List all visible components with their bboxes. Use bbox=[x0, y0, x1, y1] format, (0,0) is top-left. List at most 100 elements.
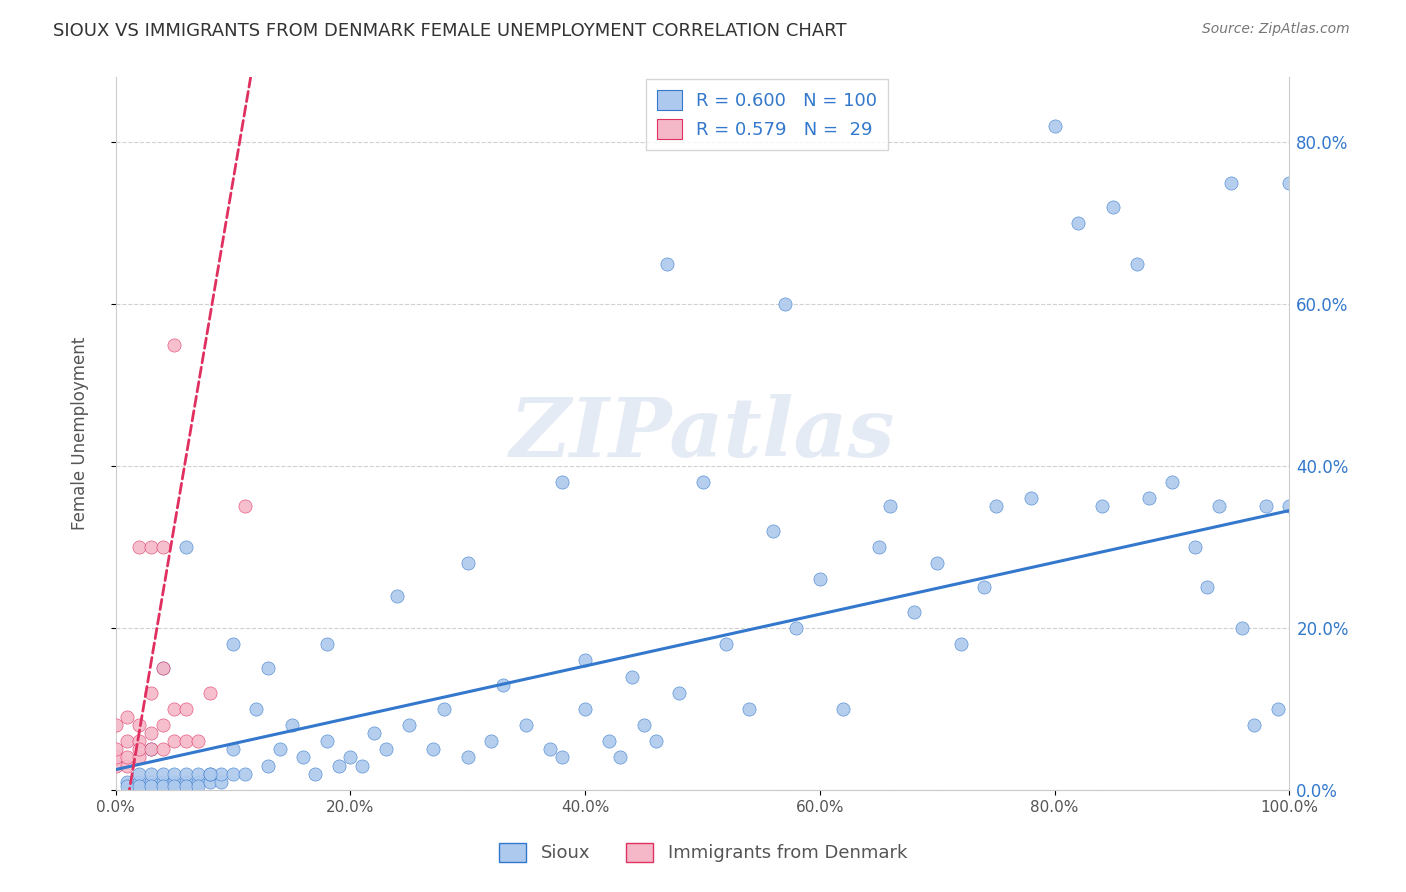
Point bbox=[163, 766, 186, 780]
Point bbox=[1161, 475, 1184, 490]
Point bbox=[117, 734, 139, 748]
Point bbox=[374, 742, 396, 756]
Point bbox=[163, 774, 186, 789]
Point bbox=[1197, 581, 1219, 595]
Point bbox=[657, 257, 679, 271]
Point bbox=[984, 500, 1007, 514]
Point bbox=[152, 779, 174, 793]
Point bbox=[1137, 491, 1160, 506]
Point bbox=[492, 677, 515, 691]
Point bbox=[550, 475, 572, 490]
Point bbox=[668, 686, 690, 700]
Point bbox=[152, 661, 174, 675]
Point bbox=[209, 774, 232, 789]
Point bbox=[233, 766, 256, 780]
Point bbox=[257, 661, 280, 675]
Point bbox=[292, 750, 315, 764]
Point bbox=[609, 750, 631, 764]
Point bbox=[304, 766, 326, 780]
Point bbox=[139, 742, 162, 756]
Point bbox=[352, 758, 374, 772]
Point bbox=[128, 750, 150, 764]
Point bbox=[422, 742, 444, 756]
Point bbox=[538, 742, 561, 756]
Point bbox=[550, 750, 572, 764]
Text: ZIPatlas: ZIPatlas bbox=[510, 393, 896, 474]
Point bbox=[104, 718, 127, 732]
Point bbox=[457, 556, 479, 570]
Point bbox=[187, 779, 209, 793]
Point bbox=[1126, 257, 1149, 271]
Point bbox=[808, 573, 831, 587]
Point bbox=[457, 750, 479, 764]
Point bbox=[515, 718, 537, 732]
Point bbox=[387, 589, 409, 603]
Point bbox=[152, 766, 174, 780]
Point bbox=[316, 734, 339, 748]
Point bbox=[174, 734, 197, 748]
Point bbox=[152, 661, 174, 675]
Point bbox=[868, 540, 890, 554]
Point bbox=[163, 734, 186, 748]
Point bbox=[903, 605, 925, 619]
Point bbox=[117, 779, 139, 793]
Point bbox=[163, 702, 186, 716]
Point bbox=[479, 734, 502, 748]
Point bbox=[1019, 491, 1042, 506]
Point bbox=[117, 774, 139, 789]
Point bbox=[1267, 702, 1289, 716]
Y-axis label: Female Unemployment: Female Unemployment bbox=[72, 337, 89, 530]
Point bbox=[117, 758, 139, 772]
Text: Source: ZipAtlas.com: Source: ZipAtlas.com bbox=[1202, 22, 1350, 37]
Point bbox=[280, 718, 302, 732]
Point bbox=[152, 774, 174, 789]
Point bbox=[139, 540, 162, 554]
Point bbox=[174, 779, 197, 793]
Point bbox=[633, 718, 655, 732]
Point bbox=[139, 686, 162, 700]
Point bbox=[832, 702, 855, 716]
Point bbox=[316, 637, 339, 651]
Point bbox=[104, 742, 127, 756]
Point bbox=[245, 702, 267, 716]
Text: SIOUX VS IMMIGRANTS FROM DENMARK FEMALE UNEMPLOYMENT CORRELATION CHART: SIOUX VS IMMIGRANTS FROM DENMARK FEMALE … bbox=[53, 22, 846, 40]
Point bbox=[152, 742, 174, 756]
Point bbox=[1184, 540, 1206, 554]
Point bbox=[128, 774, 150, 789]
Point bbox=[128, 766, 150, 780]
Point bbox=[1102, 200, 1125, 214]
Point bbox=[738, 702, 761, 716]
Point bbox=[1219, 176, 1241, 190]
Point bbox=[927, 556, 949, 570]
Point bbox=[433, 702, 456, 716]
Point bbox=[339, 750, 361, 764]
Point bbox=[187, 766, 209, 780]
Point bbox=[692, 475, 714, 490]
Legend: Sioux, Immigrants from Denmark: Sioux, Immigrants from Denmark bbox=[492, 836, 914, 870]
Point bbox=[269, 742, 291, 756]
Point bbox=[139, 774, 162, 789]
Point bbox=[187, 734, 209, 748]
Point bbox=[973, 581, 995, 595]
Point bbox=[117, 750, 139, 764]
Point bbox=[1243, 718, 1265, 732]
Point bbox=[128, 734, 150, 748]
Point bbox=[949, 637, 972, 651]
Point bbox=[1232, 621, 1254, 635]
Point bbox=[152, 718, 174, 732]
Point bbox=[104, 758, 127, 772]
Point bbox=[574, 653, 596, 667]
Point bbox=[163, 779, 186, 793]
Point bbox=[117, 710, 139, 724]
Point bbox=[222, 637, 245, 651]
Legend: R = 0.600   N = 100, R = 0.579   N =  29: R = 0.600 N = 100, R = 0.579 N = 29 bbox=[645, 79, 889, 150]
Point bbox=[574, 702, 596, 716]
Point bbox=[773, 297, 796, 311]
Point bbox=[598, 734, 620, 748]
Point bbox=[621, 669, 644, 683]
Point bbox=[198, 774, 221, 789]
Point bbox=[1254, 500, 1277, 514]
Point bbox=[1067, 216, 1090, 230]
Point bbox=[174, 540, 197, 554]
Point bbox=[174, 774, 197, 789]
